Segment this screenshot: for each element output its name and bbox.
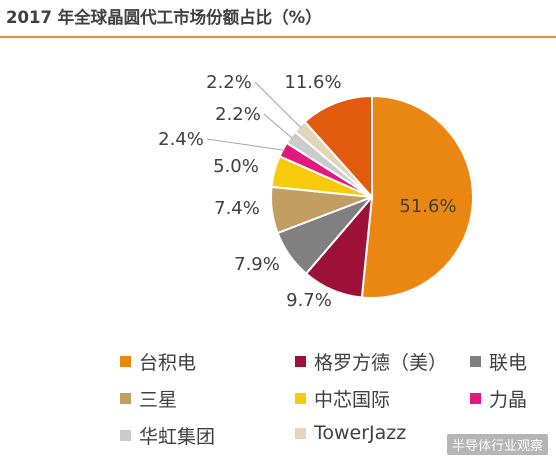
pie-slice [303,94,373,200]
legend-item: 联电 [470,348,527,375]
leader-line [254,81,302,129]
legend-label: 中芯国际 [314,389,391,411]
watermark: 半导体行业观察 [446,434,548,455]
title-divider [0,36,556,38]
legend-item: 中芯国际 [295,385,390,412]
data-label: 2.2% [206,72,252,93]
data-label: 2.4% [158,129,204,150]
legend-label: TowerJazz [314,422,407,444]
chart-title: 2017 年全球晶圆代工市场份额占比（%） [6,8,322,27]
legend-label: 力晶 [489,389,528,411]
legend-item: 格罗方德（美） [295,348,447,375]
data-label: 5.0% [213,156,259,177]
pie-slice [360,94,474,299]
legend-swatch [470,393,481,404]
data-label: 9.7% [286,290,332,311]
legend-label: 台积电 [139,352,197,374]
legend-swatch [295,427,306,439]
legend-item: 台积电 [120,348,196,375]
legend-item: 三星 [120,385,177,412]
legend-item: 力晶 [470,385,527,412]
legend-label: 格罗方德（美） [314,352,448,374]
legend-swatch [120,430,131,441]
legend-swatch [120,356,131,367]
legend-item: 华虹集团 [120,422,215,449]
legend-swatch [295,356,306,367]
data-label: 11.6% [284,72,341,93]
data-label: 51.6% [399,196,456,217]
legend-swatch [120,393,131,404]
leader-line [263,113,293,139]
leader-line [206,138,285,151]
legend-label: 联电 [489,352,528,374]
data-label: 2.2% [215,104,261,125]
legend-item: TowerJazz [295,422,406,444]
legend-label: 三星 [139,389,178,411]
legend-swatch [295,393,306,404]
legend-swatch [470,356,481,367]
data-label: 7.9% [234,254,280,275]
legend-label: 华虹集团 [139,426,216,448]
data-label: 7.4% [214,198,260,219]
